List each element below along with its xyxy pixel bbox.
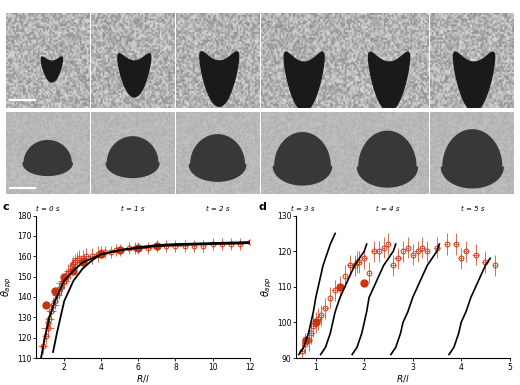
- Polygon shape: [118, 54, 151, 97]
- Text: t = 2 s: t = 2 s: [206, 206, 229, 212]
- Polygon shape: [200, 52, 239, 106]
- Text: a: a: [7, 21, 13, 31]
- Y-axis label: $\theta_{app}$: $\theta_{app}$: [260, 276, 274, 297]
- Polygon shape: [41, 57, 62, 82]
- Polygon shape: [23, 141, 72, 176]
- Text: b: b: [7, 116, 14, 126]
- Text: t = 0 s: t = 0 s: [36, 206, 59, 212]
- Polygon shape: [453, 52, 495, 111]
- Text: t = 1 s: t = 1 s: [121, 206, 145, 212]
- Y-axis label: $\theta_{app}$: $\theta_{app}$: [0, 276, 14, 297]
- Text: t = 4 s: t = 4 s: [375, 206, 399, 212]
- Text: t = 3 s: t = 3 s: [291, 206, 314, 212]
- Text: d: d: [258, 202, 266, 212]
- Text: t = 5 s: t = 5 s: [461, 206, 484, 212]
- X-axis label: $R/l$: $R/l$: [136, 373, 150, 384]
- Polygon shape: [284, 52, 324, 111]
- Polygon shape: [106, 137, 159, 177]
- Polygon shape: [369, 52, 410, 111]
- Text: c: c: [2, 202, 9, 212]
- Polygon shape: [357, 131, 418, 187]
- Polygon shape: [189, 135, 246, 181]
- Polygon shape: [274, 133, 332, 185]
- Polygon shape: [441, 130, 503, 188]
- X-axis label: $R/l$: $R/l$: [396, 373, 410, 384]
